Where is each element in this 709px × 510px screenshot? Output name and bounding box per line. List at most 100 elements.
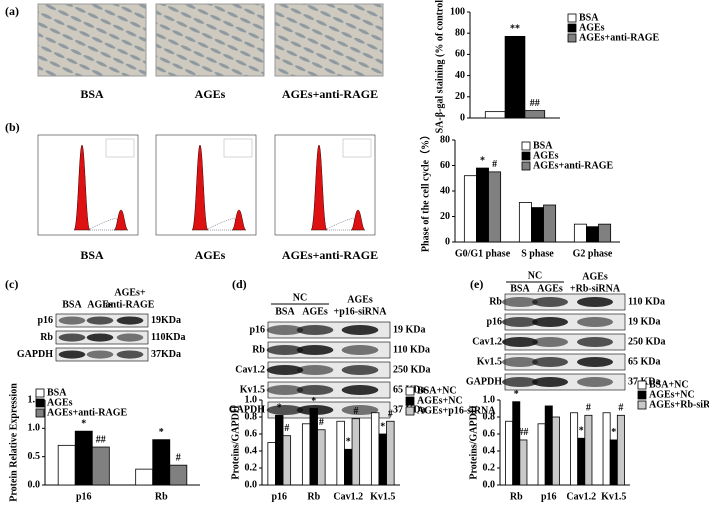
significance: ## bbox=[96, 434, 106, 445]
band bbox=[577, 337, 613, 347]
legend-swatch bbox=[35, 408, 45, 418]
bar bbox=[616, 414, 625, 486]
row-label: p16 bbox=[249, 324, 265, 335]
band bbox=[86, 333, 114, 342]
group-label: NC bbox=[293, 292, 307, 303]
bar bbox=[543, 204, 557, 243]
band bbox=[296, 345, 334, 355]
histogram-legend bbox=[223, 138, 253, 158]
y-tick-label: 100 bbox=[450, 6, 465, 17]
band bbox=[341, 405, 379, 415]
y-tick-label: 20 bbox=[440, 211, 450, 222]
legend-swatch bbox=[35, 398, 45, 408]
y-axis-label: SA-β-gal staining (% of control) bbox=[434, 0, 445, 133]
band bbox=[266, 385, 304, 395]
band bbox=[502, 297, 538, 307]
g2-peak bbox=[113, 209, 129, 231]
significance: * bbox=[480, 155, 485, 166]
significance: * bbox=[579, 426, 584, 437]
x-tick-label: S phase bbox=[521, 248, 554, 259]
legend-label: BSA+NC bbox=[417, 385, 457, 396]
legend-label: AGEs+NC bbox=[417, 395, 463, 406]
size-label: 19 KDa bbox=[393, 324, 426, 335]
band bbox=[341, 385, 379, 395]
y-tick-label: 60 bbox=[440, 160, 450, 171]
legend-label: BSA bbox=[579, 12, 599, 23]
significance: # bbox=[353, 406, 358, 417]
legend-label: AGEs+p16-siRNA bbox=[417, 405, 496, 416]
lane-label: BSA bbox=[275, 306, 295, 317]
legend-swatch bbox=[567, 13, 577, 23]
band bbox=[577, 377, 613, 387]
band bbox=[266, 405, 304, 415]
row-label: Rb bbox=[489, 296, 502, 307]
bar bbox=[336, 420, 345, 486]
band bbox=[266, 325, 304, 335]
bar bbox=[152, 439, 171, 486]
flow-histograms bbox=[37, 134, 376, 236]
band bbox=[502, 377, 538, 387]
legend-label: AGEs bbox=[533, 150, 559, 161]
x-tick-label: Kv1.5 bbox=[370, 491, 395, 502]
bar bbox=[586, 226, 599, 243]
y-tick-label: 0.0 bbox=[483, 479, 496, 490]
bar bbox=[301, 423, 311, 486]
y-tick-label: 0 bbox=[445, 236, 450, 247]
bar bbox=[344, 448, 353, 486]
bar bbox=[74, 430, 93, 486]
lane-label: anti-RAGE bbox=[106, 299, 155, 310]
panel-label: (e) bbox=[470, 277, 483, 291]
bar bbox=[518, 202, 532, 243]
band bbox=[502, 317, 538, 327]
bar bbox=[135, 468, 154, 486]
size-label: 65 KDa bbox=[628, 356, 661, 367]
significance: * bbox=[277, 403, 282, 414]
bar bbox=[584, 414, 593, 486]
x-tick-label: p16 bbox=[76, 491, 92, 502]
legend-label: AGEs+anti-RAGE bbox=[47, 407, 127, 418]
y-tick-label: 1.0 bbox=[245, 394, 258, 405]
significance: # bbox=[176, 452, 181, 463]
y-tick-label: 0.4 bbox=[245, 445, 258, 456]
band bbox=[116, 316, 144, 325]
band bbox=[296, 385, 334, 395]
lane-label: AGEs+ bbox=[114, 287, 146, 298]
panel-label: (d) bbox=[232, 277, 247, 291]
caption: AGEs bbox=[195, 87, 226, 101]
x-tick-label: p16 bbox=[541, 491, 557, 502]
x-tick-label: Kv1.5 bbox=[601, 491, 626, 502]
size-label: 110 KDa bbox=[393, 344, 430, 355]
band bbox=[86, 350, 114, 359]
legend-swatch bbox=[637, 400, 647, 410]
significance: * bbox=[81, 418, 86, 429]
x-tick-label: p16 bbox=[271, 491, 287, 502]
bar bbox=[370, 412, 380, 486]
x-tick-label: Rb bbox=[155, 491, 168, 502]
g2-peak bbox=[350, 209, 366, 231]
row-label: Rb bbox=[252, 344, 265, 355]
band bbox=[116, 350, 144, 359]
image bbox=[155, 3, 265, 77]
bar bbox=[488, 171, 502, 243]
band bbox=[502, 337, 538, 347]
row-label: p16 bbox=[486, 316, 502, 327]
image bbox=[37, 3, 147, 77]
band bbox=[116, 333, 144, 342]
significance: * bbox=[159, 427, 164, 438]
s-phase bbox=[205, 217, 243, 231]
legend-label: AGEs+Rb-siRNA bbox=[649, 399, 709, 410]
size-label: 110 KDa bbox=[628, 296, 665, 307]
significance: * bbox=[380, 421, 385, 432]
legend-label: AGEs+anti-RAGE bbox=[579, 32, 659, 43]
legend-label: AGEs+anti-RAGE bbox=[533, 160, 613, 171]
bar bbox=[275, 414, 284, 486]
bar bbox=[57, 444, 76, 486]
band bbox=[58, 316, 86, 325]
bar bbox=[512, 401, 521, 486]
lane-label: AGEs bbox=[302, 306, 328, 317]
significance: ** bbox=[510, 24, 520, 35]
bar bbox=[504, 35, 526, 119]
size-label: 110KDa bbox=[151, 332, 185, 343]
y-axis-label: Proteins/GAPDH bbox=[230, 405, 241, 479]
